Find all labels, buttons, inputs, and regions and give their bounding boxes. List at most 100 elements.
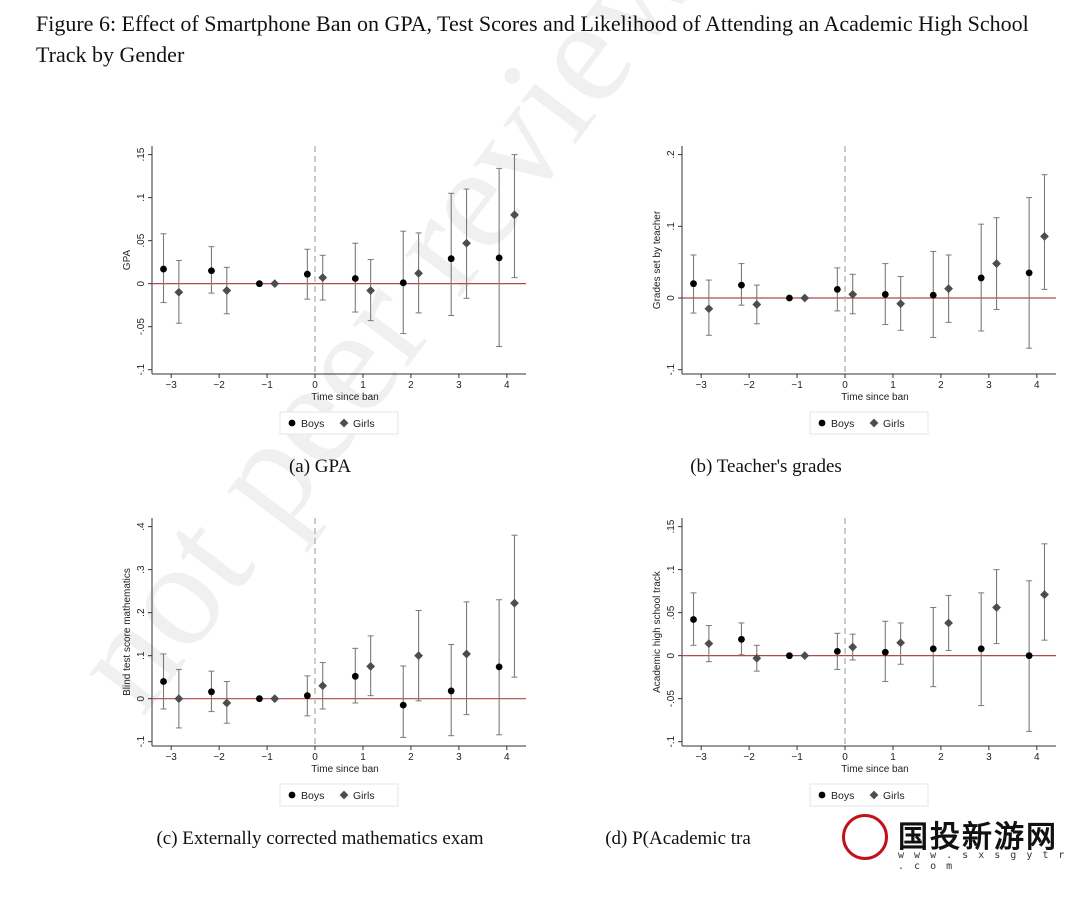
legend-box xyxy=(809,411,929,435)
point-girls xyxy=(174,694,184,704)
y-axis-label: Academic high school track xyxy=(652,570,663,693)
point-girls xyxy=(366,662,376,671)
x-tick-label: 3 xyxy=(986,380,992,391)
x-tick-label: −2 xyxy=(213,380,225,391)
point-boys xyxy=(303,692,311,700)
y-tick-label: -.1 xyxy=(666,363,677,375)
figure-title: Figure 6: Effect of Smartphone Ban on GP… xyxy=(36,11,1029,67)
point-girls xyxy=(992,259,1001,268)
y-tick-label: -.05 xyxy=(666,690,677,708)
panel-academic-track: -.1 -.05 0 .05 .1 .15 −3 −2 −1 0 1 2 3 4 Time since ba… xyxy=(530,492,1070,912)
x-tick-label: 4 xyxy=(504,380,510,391)
point-boys xyxy=(738,281,745,289)
point-boys xyxy=(256,280,263,288)
point-boys xyxy=(399,701,407,709)
x-axis-label: Time since ban xyxy=(311,392,378,403)
y-tick-label: .05 xyxy=(136,233,147,247)
panel-gpa: -.1 -.05 0 .05 .1 .15 −3 −2 −1 0 1 2 3 4 Time since ba… xyxy=(0,120,540,540)
site-logo: 国投新游网 w w w . s x s g y t r . c o m xyxy=(836,810,1076,872)
point-girls xyxy=(270,694,280,704)
chart-math-exam: -.1 0 .1 .2 .3 .4 −3 −2 −1 0 1 2 3 4 Time since ban Bli… xyxy=(122,518,526,807)
y-tick-label: .1 xyxy=(666,222,677,231)
point-girls xyxy=(896,299,906,309)
point-girls xyxy=(704,639,714,649)
x-axis-label: Time since ban xyxy=(311,764,378,775)
point-boys xyxy=(786,294,793,302)
x-tick-label: −2 xyxy=(743,380,755,391)
caption-gpa: (a) GPA xyxy=(288,456,352,477)
point-boys xyxy=(256,695,263,703)
x-tick-label: 2 xyxy=(938,380,944,391)
point-boys xyxy=(160,678,167,685)
x-tick-label: −1 xyxy=(261,752,273,763)
point-boys xyxy=(447,255,455,263)
point-boys xyxy=(977,645,985,653)
point-girls xyxy=(1040,590,1049,599)
x-tick-label: 2 xyxy=(408,380,414,391)
x-tick-label: 0 xyxy=(312,380,318,391)
point-girls xyxy=(222,286,232,295)
point-boys xyxy=(1025,269,1033,277)
x-tick-label: 0 xyxy=(842,752,848,763)
x-tick-label: −1 xyxy=(791,752,803,763)
x-tick-label: −2 xyxy=(743,752,755,763)
legend-label-boys: Boys xyxy=(831,790,854,802)
legend-marker-boys xyxy=(288,791,296,799)
legend-label-boys: Boys xyxy=(301,418,324,430)
point-girls xyxy=(462,649,471,659)
logo-emblem-icon xyxy=(842,814,888,860)
x-tick-label: 0 xyxy=(312,752,318,763)
x-tick-label: −1 xyxy=(261,380,273,391)
y-tick-label: -.05 xyxy=(136,318,147,336)
point-girls xyxy=(704,304,714,314)
y-tick-label: 0 xyxy=(136,695,147,701)
point-girls xyxy=(752,653,762,663)
point-boys xyxy=(495,254,503,262)
point-girls xyxy=(752,300,762,309)
point-girls xyxy=(848,642,858,652)
x-tick-label: 2 xyxy=(408,752,414,763)
point-girls xyxy=(174,287,184,297)
x-axis-label: Time since ban xyxy=(841,392,908,403)
x-axis-label: Time since ban xyxy=(841,764,908,775)
point-girls xyxy=(510,598,519,608)
point-girls xyxy=(896,638,906,648)
legend-box xyxy=(279,783,399,807)
legend-marker-boys xyxy=(818,419,826,427)
y-axis-label: Blind test score mathematics xyxy=(122,568,133,696)
point-girls xyxy=(366,286,376,295)
y-tick-label: -.1 xyxy=(136,363,147,375)
point-boys xyxy=(881,291,889,298)
y-tick-label: -.1 xyxy=(136,735,147,747)
y-tick-label: .1 xyxy=(136,193,147,202)
point-boys xyxy=(447,687,455,695)
point-boys xyxy=(160,265,167,273)
x-tick-label: −2 xyxy=(213,752,225,763)
legend-label-girls: Girls xyxy=(883,418,905,430)
point-boys xyxy=(738,635,745,643)
point-boys xyxy=(399,279,407,287)
point-boys xyxy=(208,267,215,275)
x-tick-label: 1 xyxy=(890,752,896,763)
point-girls xyxy=(318,681,328,691)
y-tick-label: .2 xyxy=(666,150,677,159)
panel-teacher-grades: -.1 0 .1 .2 −3 −2 −1 0 1 2 3 4 Time since ban Grades … xyxy=(530,120,1070,540)
caption-teacher-grades: (b) Teacher's grades xyxy=(690,456,842,477)
point-girls xyxy=(992,603,1001,612)
point-boys xyxy=(929,645,937,653)
x-tick-label: −3 xyxy=(165,752,177,763)
legend-box xyxy=(809,783,929,807)
point-boys xyxy=(881,648,889,656)
x-tick-label: 3 xyxy=(986,752,992,763)
point-boys xyxy=(833,285,841,293)
x-tick-label: −3 xyxy=(695,380,707,391)
y-tick-label: 0 xyxy=(136,280,147,286)
point-girls xyxy=(510,210,519,220)
point-girls xyxy=(222,698,232,708)
point-boys xyxy=(833,647,841,655)
y-tick-label: .3 xyxy=(136,565,147,574)
caption-academic-track: (d) P(Academic tra xyxy=(605,828,751,849)
point-girls xyxy=(800,293,810,303)
point-girls xyxy=(462,238,471,248)
legend-label-girls: Girls xyxy=(353,790,375,802)
